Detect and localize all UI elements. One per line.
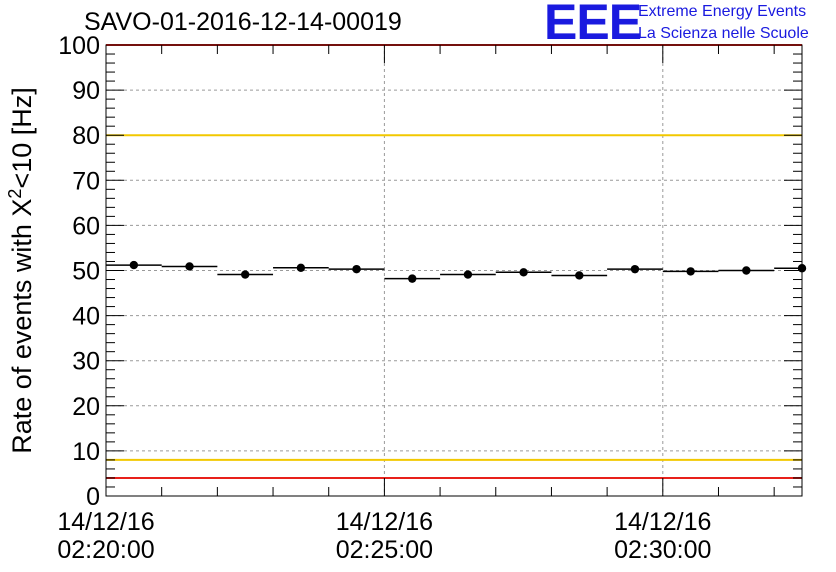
data-point-marker xyxy=(575,271,584,280)
y-tick-label: 50 xyxy=(72,258,100,286)
data-points xyxy=(106,260,807,283)
data-point-marker xyxy=(519,268,528,277)
grid xyxy=(106,45,802,496)
y-axis-label-sup: 2 xyxy=(5,189,25,199)
x-tick-time-label: 02:30:00 xyxy=(614,536,711,564)
data-point-marker xyxy=(185,262,194,271)
logo-line-1: Extreme Energy Events xyxy=(638,3,807,20)
data-point-marker xyxy=(463,270,473,279)
data-point-marker xyxy=(742,266,751,275)
y-tick-label: 60 xyxy=(72,212,100,240)
axis-labels: 010203040506070809010014/12/1602:20:0014… xyxy=(57,32,711,564)
y-axis-label: Rate of events with X2<10 [Hz] xyxy=(5,87,37,453)
x-tick-time-label: 02:20:00 xyxy=(57,536,154,564)
data-point-marker xyxy=(296,263,306,272)
logo-mark: EEE xyxy=(544,0,642,50)
y-tick-label: 20 xyxy=(72,393,100,421)
x-tick-time-label: 02:25:00 xyxy=(336,536,433,564)
data-point-marker xyxy=(630,264,640,274)
chart-title: SAVO-01-2016-12-14-00019 xyxy=(84,8,402,36)
y-tick-label: 0 xyxy=(86,483,100,511)
x-tick-date-label: 14/12/16 xyxy=(614,508,711,536)
eee-logo: EEE Extreme Energy Events La Scienza nel… xyxy=(544,0,836,48)
x-tick-date-label: 14/12/16 xyxy=(57,508,154,536)
axis-ticks xyxy=(105,44,802,497)
y-tick-label: 30 xyxy=(72,348,100,376)
data-point-marker xyxy=(129,260,139,270)
y-axis-label-main: Rate of events with X xyxy=(7,199,37,454)
y-tick-label: 70 xyxy=(72,167,100,195)
data-point-marker xyxy=(352,264,361,274)
y-tick-label: 80 xyxy=(72,122,100,150)
y-axis-label-tail: <10 [Hz] xyxy=(7,87,37,188)
data-point-marker xyxy=(408,274,417,283)
x-tick-date-label: 14/12/16 xyxy=(336,508,433,536)
data-point-marker xyxy=(686,267,695,276)
y-tick-label: 90 xyxy=(72,77,100,105)
y-tick-label: 100 xyxy=(58,32,100,60)
y-tick-label: 40 xyxy=(72,303,100,331)
logo-line-2: La Scienza nelle Scuole xyxy=(638,25,809,42)
data-point-marker xyxy=(241,270,250,279)
y-tick-label: 10 xyxy=(72,438,100,466)
reference-lines xyxy=(106,44,802,479)
